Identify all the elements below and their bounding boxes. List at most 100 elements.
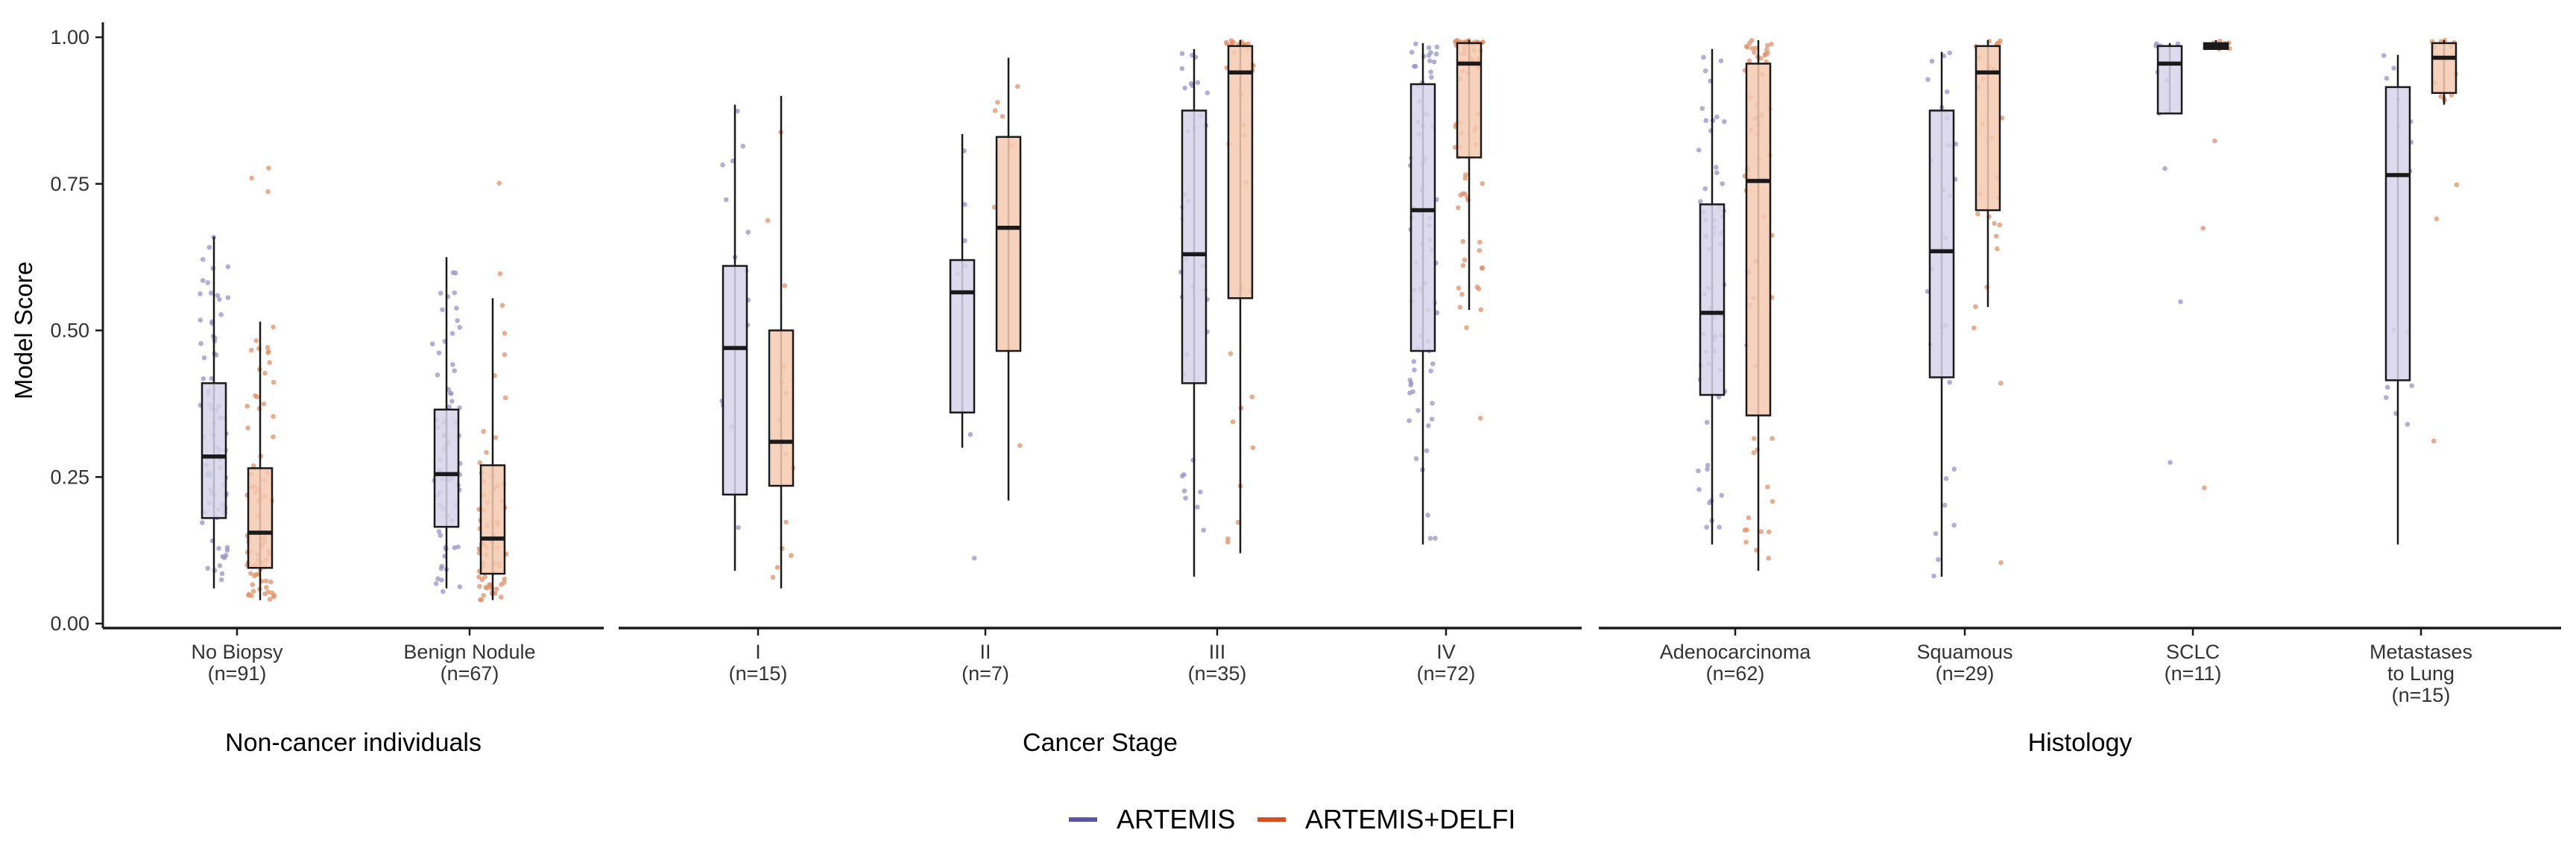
box-sclc-artemis	[2156, 42, 2183, 115]
data-point	[1477, 239, 1483, 245]
data-point	[205, 565, 210, 571]
box-ii-artemis-delfi	[995, 57, 1022, 501]
data-point	[1943, 476, 1949, 481]
x-tick-label: I	[755, 641, 761, 663]
data-point	[1235, 519, 1241, 525]
data-point	[1696, 487, 1702, 492]
data-point	[1947, 50, 1953, 56]
data-point	[448, 390, 453, 396]
data-point	[449, 399, 455, 404]
data-point	[1997, 222, 2002, 228]
data-point	[1699, 106, 1705, 111]
data-point	[1704, 419, 1710, 425]
data-point	[271, 324, 276, 330]
data-point	[2434, 216, 2440, 221]
x-tick-label: II	[979, 641, 991, 663]
box-iqr	[768, 329, 795, 487]
data-point	[455, 317, 460, 323]
data-point	[439, 577, 444, 583]
data-point	[774, 565, 780, 570]
data-point	[1714, 165, 1719, 170]
data-point	[1427, 536, 1433, 541]
box-iqr	[1928, 110, 1955, 378]
data-point	[1017, 443, 1023, 449]
data-point	[1478, 307, 1483, 312]
data-point	[782, 283, 788, 288]
data-point	[271, 379, 277, 385]
x-tick-count-label: (n=7)	[962, 662, 1009, 685]
data-point	[271, 434, 276, 440]
data-point	[1746, 40, 1752, 46]
data-point	[1751, 450, 1757, 455]
data-point	[1942, 502, 1948, 508]
data-point	[1000, 114, 1006, 119]
data-point	[1430, 401, 1435, 406]
data-point	[1944, 89, 1950, 95]
data-point	[440, 307, 445, 312]
box-iv-artemis	[1409, 42, 1436, 545]
data-point	[1225, 539, 1231, 545]
data-point	[1765, 484, 1770, 489]
data-point	[217, 297, 222, 302]
data-point	[493, 435, 499, 440]
data-point	[720, 162, 725, 168]
box-squamous-artemis	[1928, 51, 1955, 577]
data-point	[1743, 539, 1749, 545]
data-point	[477, 460, 482, 466]
x-tick-label: Squamous	[1916, 641, 2012, 663]
data-point	[1477, 247, 1483, 253]
box-iqr	[433, 408, 460, 528]
data-point	[1995, 246, 2000, 252]
data-point	[253, 337, 259, 343]
data-point	[1998, 560, 2004, 565]
data-point	[745, 229, 751, 235]
data-point	[1456, 285, 1462, 291]
data-point	[1925, 288, 1931, 294]
data-point	[1936, 557, 1941, 562]
data-point	[1459, 291, 1465, 297]
y-tick-label: 0.25	[50, 466, 89, 488]
data-point	[1947, 379, 1952, 385]
data-point	[2178, 299, 2183, 305]
data-point	[1717, 525, 1722, 530]
x-tick-count-label: (n=11)	[2165, 662, 2222, 685]
data-point	[245, 425, 250, 431]
data-point	[1707, 500, 1712, 505]
box-adenocarcinoma-artemis-delfi	[1745, 39, 1772, 571]
data-point	[1230, 419, 1236, 425]
data-point	[1228, 351, 1234, 356]
data-point	[457, 325, 463, 330]
data-point	[429, 341, 435, 346]
data-point	[1460, 238, 1465, 244]
data-point	[1424, 448, 1430, 454]
box-iqr	[2384, 86, 2411, 381]
data-point	[217, 563, 223, 568]
data-point	[1474, 284, 1480, 290]
data-point	[1696, 148, 1702, 153]
axes-layer	[95, 22, 2561, 636]
data-point	[1929, 58, 1935, 64]
data-point	[499, 582, 504, 587]
box-i-artemis	[722, 104, 748, 571]
x-tick-label: No Biopsy	[191, 641, 283, 663]
box-iqr	[722, 264, 748, 496]
data-point	[2168, 460, 2173, 465]
legend: ARTEMIS ARTEMIS+DELFI	[1069, 804, 1515, 834]
x-tick-label: III	[1209, 641, 1226, 663]
data-point	[1426, 45, 1432, 51]
x-tick-label: Benign Nodule	[403, 641, 535, 663]
data-point	[200, 256, 206, 262]
data-point	[2381, 53, 2387, 58]
data-point	[1719, 492, 1725, 498]
data-point	[1412, 367, 1417, 373]
data-point	[1427, 58, 1433, 64]
legend-item-artemis: ARTEMIS	[1069, 804, 1235, 834]
data-point	[205, 280, 211, 285]
data-point	[244, 403, 250, 409]
data-point	[1428, 69, 1433, 75]
data-point	[201, 355, 207, 361]
data-point	[1764, 47, 1770, 53]
data-point	[1462, 257, 1468, 263]
data-point	[1933, 531, 1939, 536]
data-point	[218, 577, 224, 583]
